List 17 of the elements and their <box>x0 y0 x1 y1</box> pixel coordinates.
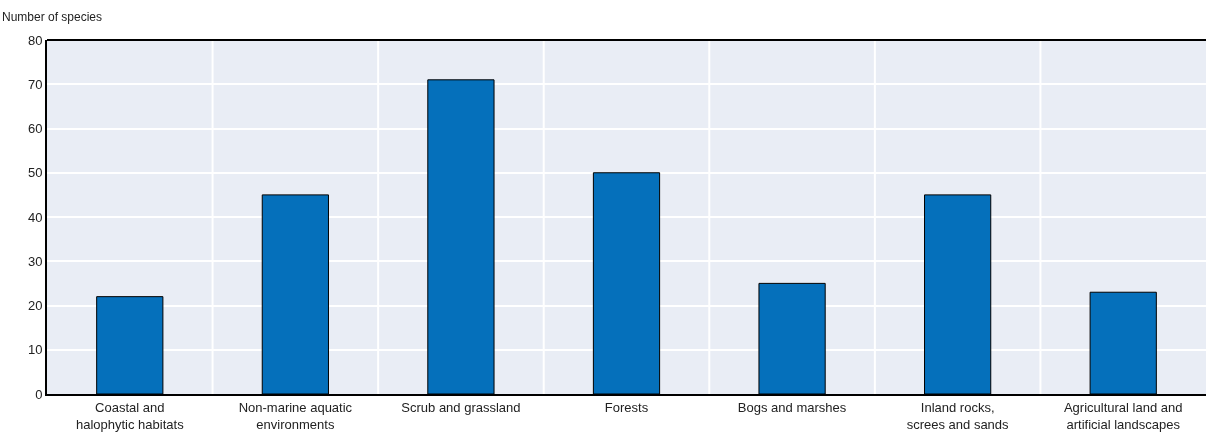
y-tick-label: 40 <box>27 209 43 225</box>
x-tick-label: Forests <box>604 399 649 415</box>
x-tick-label: Inland rocks, screes and sands <box>906 399 1010 432</box>
y-tick-label: 30 <box>27 253 43 269</box>
y-tick-label: 70 <box>27 76 43 92</box>
x-tick-label: Agricultural land and artificial landscapes <box>1063 399 1183 432</box>
y-tick-label: 20 <box>27 298 43 314</box>
y-tick-label: 10 <box>27 342 43 358</box>
x-tick-label: Coastal and halophytic habitats <box>75 399 185 432</box>
y-tick-label: 0 <box>35 386 43 402</box>
y-tick-label: 80 <box>27 32 43 48</box>
x-tick-label: Non-marine aquatic environments <box>238 399 353 432</box>
x-tick-label: Scrub and grassland <box>401 399 521 415</box>
y-axis-title: Number of species <box>2 10 103 24</box>
x-tick-label: Bogs and marshes <box>737 399 847 415</box>
y-tick-label: 60 <box>27 121 43 137</box>
y-tick-label: 50 <box>27 165 43 181</box>
